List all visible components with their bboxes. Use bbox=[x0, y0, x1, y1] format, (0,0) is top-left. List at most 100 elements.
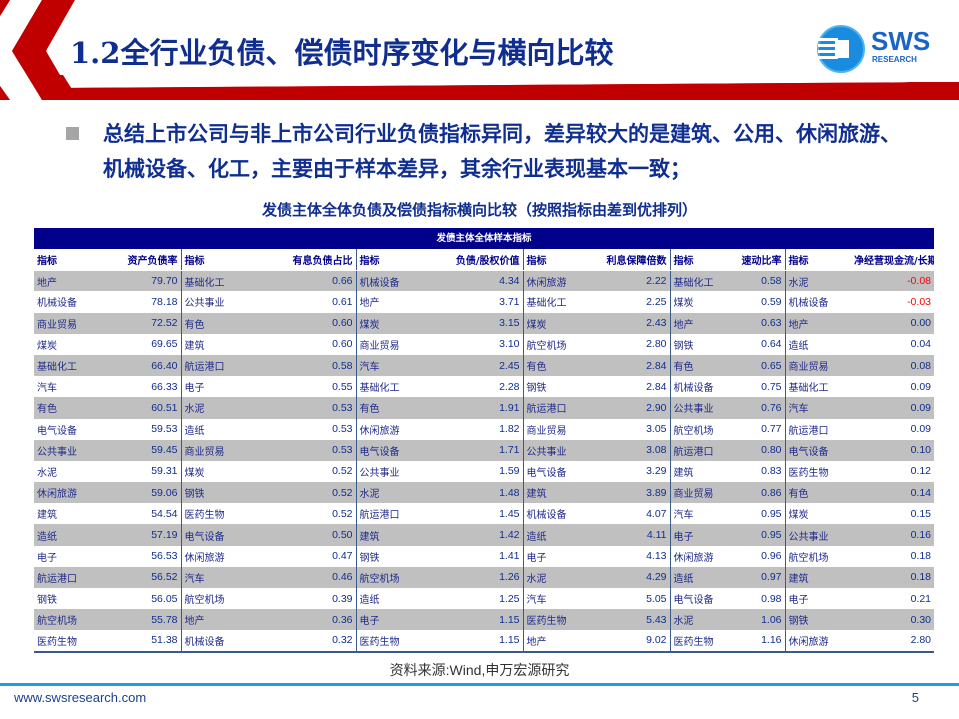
metric-value-cell: 0.60 bbox=[242, 312, 356, 334]
metric-value-cell: 9.02 bbox=[589, 630, 670, 653]
industry-name-cell: 造纸 bbox=[669, 566, 731, 588]
table-row: 造纸 57.19 电气设备 0.50 建筑 1.42 造纸 4.11 电子 0.95 公共事业 0.1… bbox=[34, 524, 934, 546]
industry-name-cell: 水泥 bbox=[34, 460, 100, 483]
industry-name-cell: 机械设备 bbox=[784, 291, 851, 313]
metric-value-cell: 2.90 bbox=[589, 397, 670, 419]
industry-name-cell: 钢铁 bbox=[180, 482, 242, 504]
metric-value-cell: -0.03 bbox=[851, 291, 934, 313]
metric-value-cell: 5.05 bbox=[589, 588, 670, 610]
industry-name-cell: 水泥 bbox=[784, 270, 851, 292]
industry-name-cell: 建筑 bbox=[784, 566, 851, 588]
metric-value-cell: 0.14 bbox=[851, 482, 934, 504]
table-row: 电子 56.53 休闲旅游 0.47 钢铁 1.41 电子 4.13 休闲旅游 0.96 航空机场 0… bbox=[34, 545, 934, 567]
industry-name-cell: 商业贸易 bbox=[180, 439, 242, 461]
table-row: 医药生物 51.38 机械设备 0.32 医药生物 1.15 地产 9.02 医药生物 1.16 休… bbox=[34, 630, 934, 653]
indicator-table: 发债主体全体样本指标 指标 资产负债率 指标 有息负债占比 指标 负债/股权价值… bbox=[34, 228, 934, 653]
industry-name-cell: 煤炭 bbox=[180, 460, 242, 483]
metric-value-cell: 59.31 bbox=[100, 460, 181, 483]
industry-name-cell: 医药生物 bbox=[355, 630, 422, 653]
metric-value-cell: 1.16 bbox=[731, 630, 785, 653]
metric-value-cell: 2.80 bbox=[851, 630, 934, 653]
industry-name-cell: 公共事业 bbox=[34, 439, 100, 461]
col-header-quick-ratio: 速动比率 bbox=[731, 249, 785, 271]
industry-name-cell: 地产 bbox=[180, 609, 242, 631]
metric-value-cell: 3.15 bbox=[422, 312, 523, 334]
industry-name-cell: 汽车 bbox=[180, 566, 242, 588]
industry-name-cell: 有色 bbox=[180, 312, 242, 334]
industry-name-cell: 商业贸易 bbox=[784, 354, 851, 377]
metric-value-cell: 56.53 bbox=[100, 545, 181, 567]
metric-value-cell: 0.10 bbox=[851, 439, 934, 461]
metric-value-cell: 1.42 bbox=[422, 524, 523, 546]
industry-name-cell: 航空机场 bbox=[180, 588, 242, 610]
metric-value-cell: 0.66 bbox=[242, 270, 356, 292]
metric-value-cell: 2.45 bbox=[422, 354, 523, 377]
metric-value-cell: 0.04 bbox=[851, 333, 934, 355]
industry-name-cell: 公共事业 bbox=[522, 439, 589, 461]
metric-value-cell: 0.58 bbox=[731, 270, 785, 292]
industry-name-cell: 造纸 bbox=[522, 524, 589, 546]
table-row: 水泥 59.31 煤炭 0.52 公共事业 1.59 电气设备 3.29 建筑 0.83 医药生物 0… bbox=[34, 460, 934, 483]
table-row: 地产 79.70 基础化工 0.66 机械设备 4.34 休闲旅游 2.22 基础化工 0.58 水… bbox=[34, 270, 934, 292]
industry-name-cell: 有色 bbox=[522, 354, 589, 377]
metric-value-cell: 0.12 bbox=[851, 460, 934, 483]
industry-name-cell: 有色 bbox=[355, 397, 422, 419]
metric-value-cell: 1.82 bbox=[422, 418, 523, 440]
col-header-debt-ratio: 资产负债率 bbox=[100, 249, 181, 271]
industry-name-cell: 商业贸易 bbox=[522, 418, 589, 440]
sws-logo-icon bbox=[817, 25, 865, 73]
metric-value-cell: 2.22 bbox=[589, 270, 670, 292]
data-source: 资料来源:Wind,申万宏源研究 bbox=[389, 662, 570, 678]
metric-value-cell: 57.19 bbox=[100, 524, 181, 546]
metric-value-cell: 59.06 bbox=[100, 482, 181, 504]
industry-name-cell: 公共事业 bbox=[180, 291, 242, 313]
industry-name-cell: 造纸 bbox=[34, 524, 100, 546]
page-title: 1.2全行业负债、偿债时序变化与横向比较 bbox=[70, 36, 614, 70]
metric-value-cell: 55.78 bbox=[100, 609, 181, 631]
table-title: 发债主体全体样本指标 bbox=[34, 228, 934, 249]
industry-name-cell: 水泥 bbox=[355, 482, 422, 504]
col-header-cashflow-ltdebt: 净经营现金流/长期负债 bbox=[851, 249, 934, 271]
table-caption: 发债主体全体负债及偿债指标横向比较（按照指标由差到优排列） bbox=[261, 201, 697, 219]
industry-name-cell: 汽车 bbox=[34, 376, 100, 398]
industry-name-cell: 机械设备 bbox=[355, 270, 422, 292]
industry-name-cell: 水泥 bbox=[669, 609, 731, 631]
metric-value-cell: 1.59 bbox=[422, 460, 523, 483]
industry-name-cell: 煤炭 bbox=[355, 312, 422, 334]
metric-value-cell: 0.98 bbox=[731, 588, 785, 610]
metric-value-cell: 1.91 bbox=[422, 397, 523, 419]
metric-value-cell: 0.53 bbox=[242, 439, 356, 461]
metric-value-cell: 0.83 bbox=[731, 460, 785, 483]
table-row: 电气设备 59.53 造纸 0.53 休闲旅游 1.82 商业贸易 3.05 航空机场 0.77 航… bbox=[34, 418, 934, 440]
metric-value-cell: 3.71 bbox=[422, 291, 523, 313]
metric-value-cell: 2.43 bbox=[589, 312, 670, 334]
industry-name-cell: 造纸 bbox=[784, 333, 851, 355]
col-header-name: 指标 bbox=[355, 249, 422, 271]
col-header-interest-debt: 有息负债占比 bbox=[242, 249, 356, 271]
metric-value-cell: 0.55 bbox=[242, 376, 356, 398]
footer-url[interactable]: www.swsresearch.com bbox=[14, 690, 147, 705]
metric-value-cell: 0.96 bbox=[731, 545, 785, 567]
metric-value-cell: 3.29 bbox=[589, 460, 670, 483]
industry-name-cell: 航运港口 bbox=[669, 439, 731, 461]
industry-name-cell: 航空机场 bbox=[784, 545, 851, 567]
metric-value-cell: 0.18 bbox=[851, 566, 934, 588]
metric-value-cell: 4.29 bbox=[589, 566, 670, 588]
col-header-name: 指标 bbox=[180, 249, 242, 271]
metric-value-cell: 1.25 bbox=[422, 588, 523, 610]
industry-name-cell: 公共事业 bbox=[355, 460, 422, 483]
metric-value-cell: 1.15 bbox=[422, 609, 523, 631]
industry-name-cell: 电气设备 bbox=[34, 418, 100, 440]
metric-value-cell: 79.70 bbox=[100, 270, 181, 292]
industry-name-cell: 建筑 bbox=[669, 460, 731, 483]
industry-name-cell: 水泥 bbox=[180, 397, 242, 419]
page-number: 5 bbox=[911, 690, 919, 705]
metric-value-cell: 0.53 bbox=[242, 418, 356, 440]
industry-name-cell: 航运港口 bbox=[34, 566, 100, 588]
metric-value-cell: 0.61 bbox=[242, 291, 356, 313]
table-row: 建筑 54.54 医药生物 0.52 航运港口 1.45 机械设备 4.07 汽车 0.95 煤炭 0… bbox=[34, 503, 934, 525]
col-header-name: 指标 bbox=[784, 249, 851, 271]
industry-name-cell: 机械设备 bbox=[522, 503, 589, 525]
logo-text: SWS bbox=[871, 26, 931, 56]
metric-value-cell: 0.36 bbox=[242, 609, 356, 631]
